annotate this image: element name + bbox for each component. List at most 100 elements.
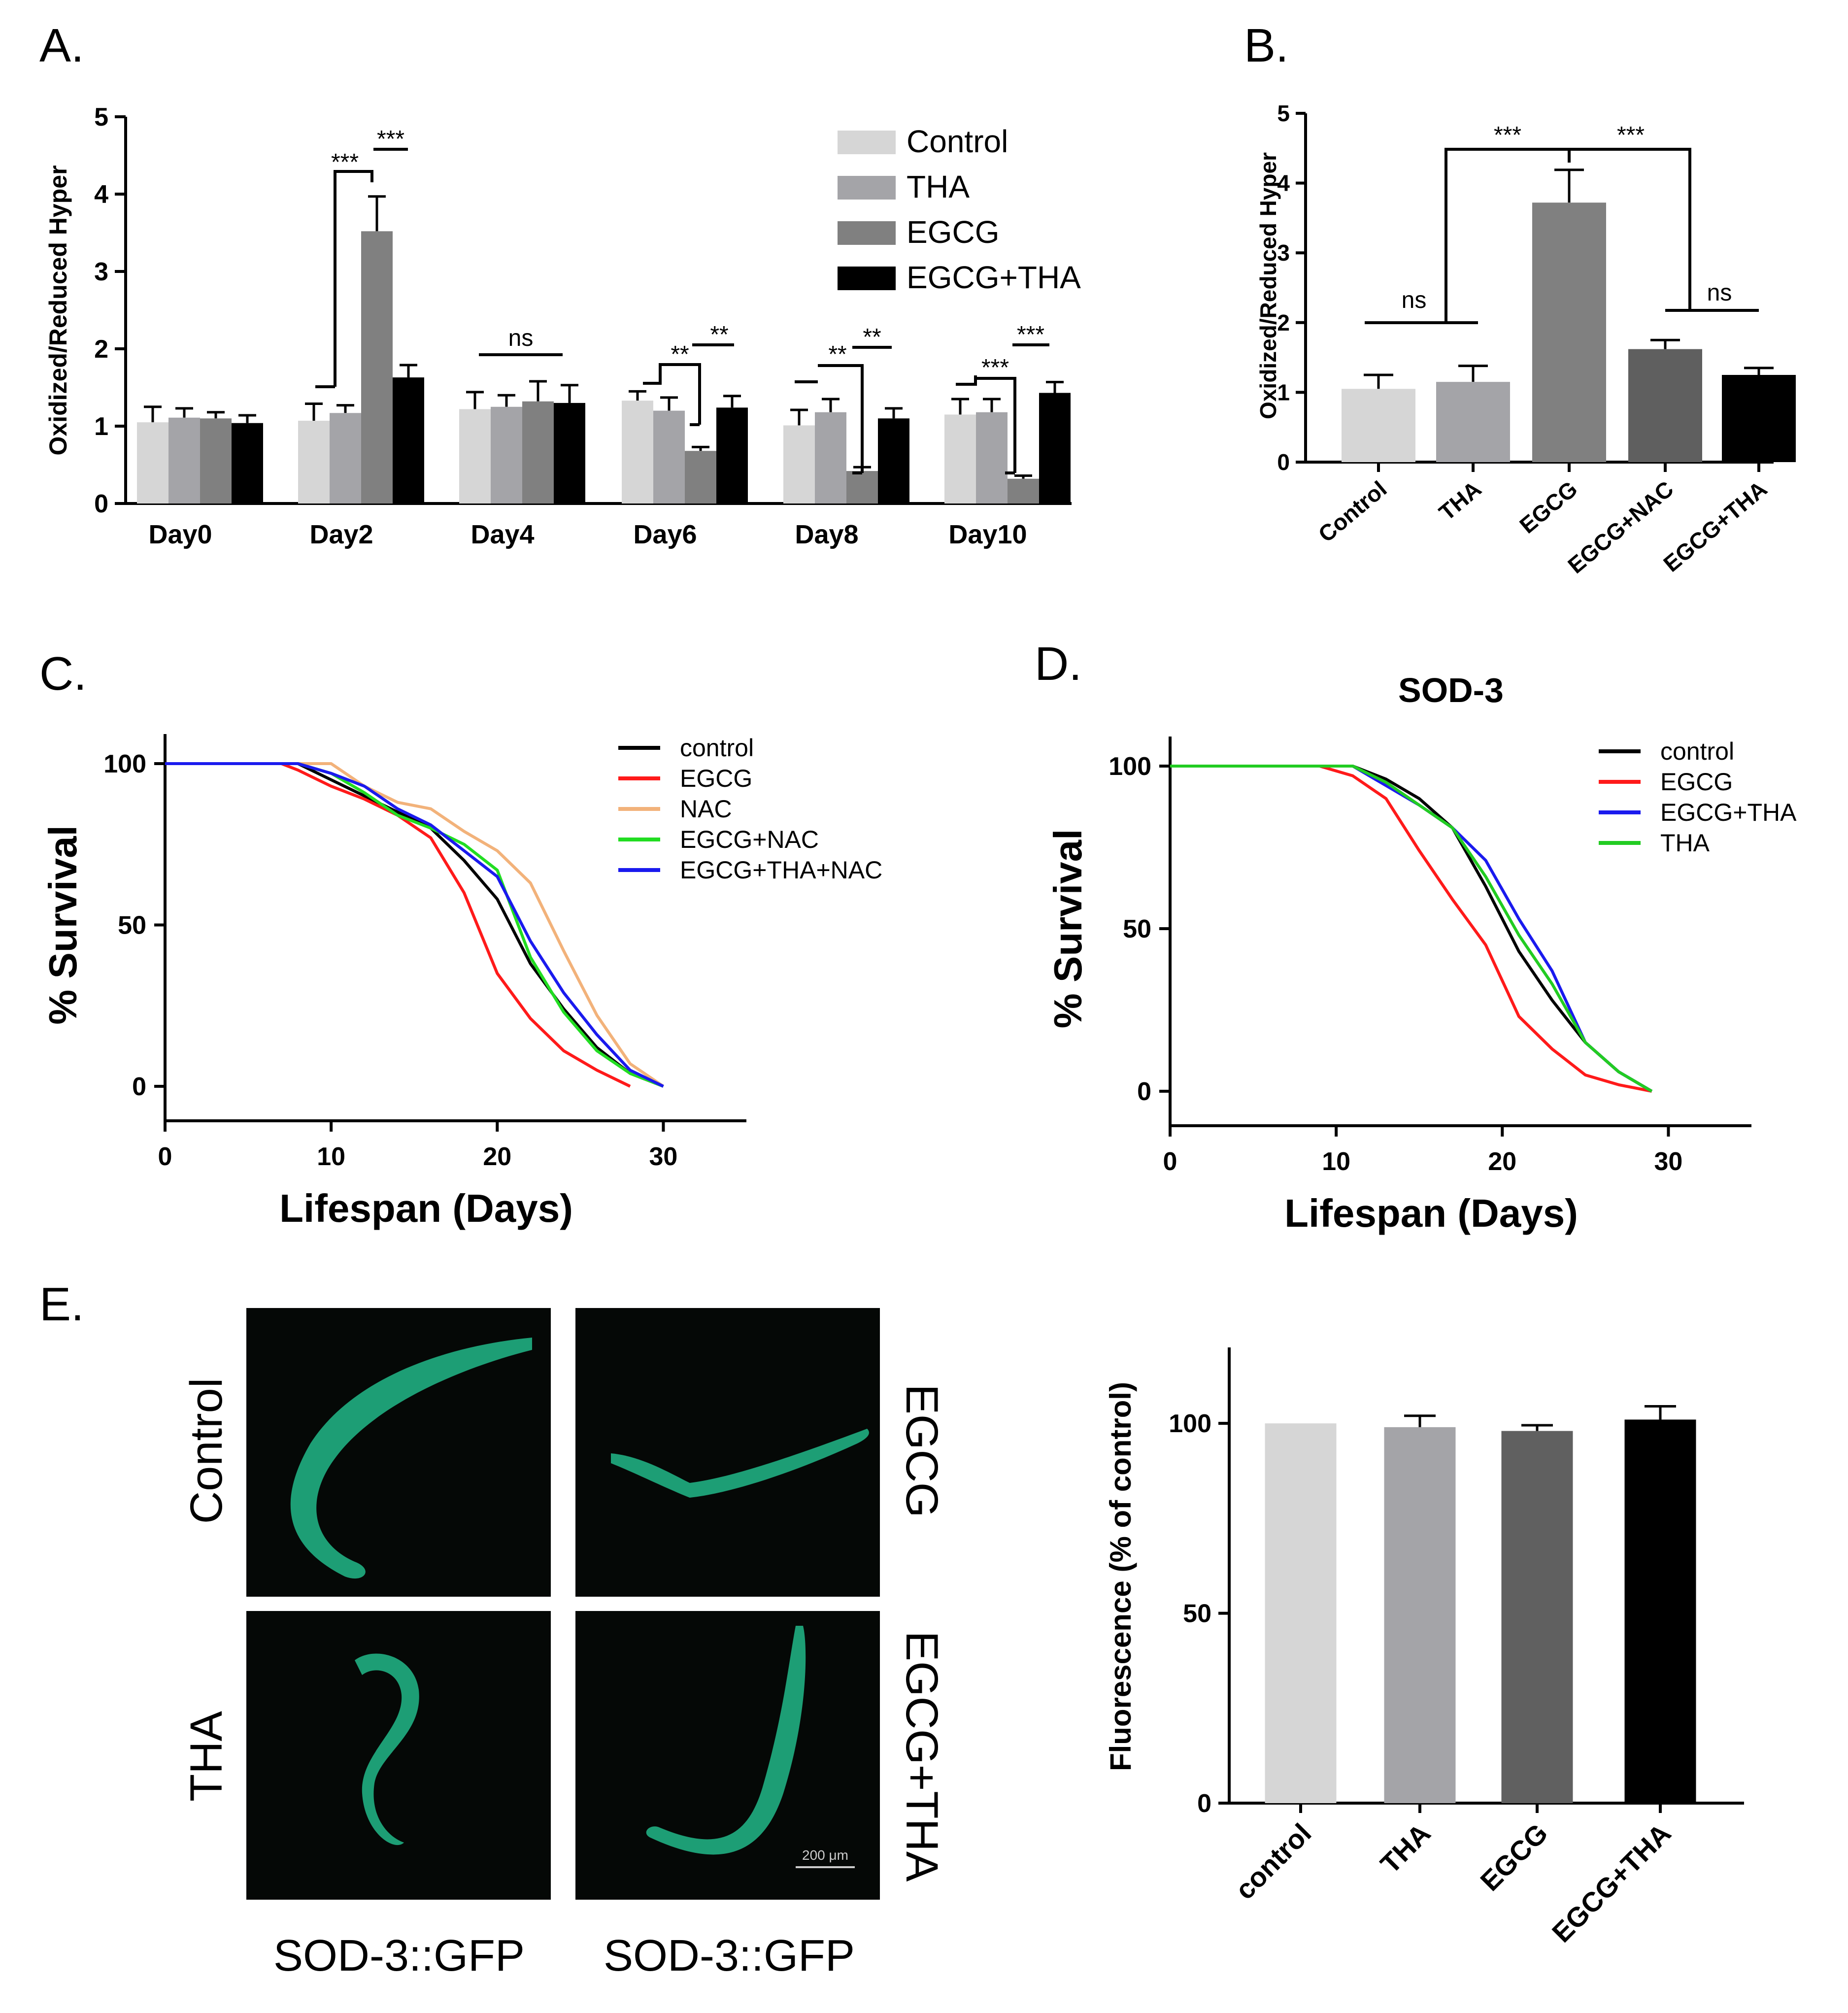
a-bar [200, 418, 232, 503]
a-y-tick-label: 1 [94, 412, 108, 441]
a-sig-label: *** [377, 126, 404, 152]
d-x-tick-label: 10 [1322, 1147, 1350, 1176]
b-y-tick-label: 5 [1277, 101, 1290, 126]
b-y-tick-label: 2 [1277, 310, 1290, 336]
micrograph-label-egcg-tha: EGCG+THA [897, 1631, 947, 1882]
a-bar [330, 413, 361, 503]
d-x-tick-label: 0 [1163, 1147, 1177, 1176]
a-sig-label: *** [1017, 322, 1044, 348]
c-x-tick-label: 20 [483, 1142, 511, 1171]
e-bar [1501, 1431, 1573, 1803]
b-x-tick-label: EGCG+THA [1658, 476, 1772, 577]
e-bar [1265, 1423, 1337, 1803]
a-bar [491, 406, 522, 503]
a-y-tick-label: 5 [94, 103, 108, 132]
a-legend-swatch [838, 131, 896, 154]
b-x-tick-label: EGCG [1514, 476, 1582, 538]
e-x-tick-label: EGCG [1474, 1817, 1553, 1897]
b-bar [1342, 389, 1415, 462]
panel-label-e: E. [39, 1278, 84, 1331]
e-x-tick-label: control [1229, 1817, 1317, 1906]
a-sig-bracket [956, 375, 1016, 474]
a-sig-bracket [643, 363, 701, 426]
a-y-label: Oxidized/Reduced Hyper [44, 165, 72, 455]
b-sig-label: ns [1707, 280, 1732, 306]
worm-tha [355, 1653, 419, 1845]
a-sig-label: ** [828, 341, 846, 368]
c-series-line [165, 762, 665, 1088]
c-legend-label: EGCG+NAC [680, 826, 819, 853]
a-sig-bracket [315, 170, 373, 388]
a-bar [685, 451, 716, 503]
b-sig-label: *** [1494, 122, 1521, 148]
c-x-tick-label: 0 [158, 1142, 172, 1171]
d-y-tick-label: 100 [1109, 752, 1151, 781]
b-y-tick-label: 1 [1277, 379, 1290, 405]
c-series-line [165, 762, 664, 1088]
e-x-tick-label: THA [1375, 1817, 1437, 1879]
a-sig-label: ns [508, 325, 534, 351]
a-legend-label: EGCG+THA [907, 260, 1081, 295]
micrograph-grid: 200 μm Control EGCG THA EGCG+THA SOD-3::… [181, 1308, 947, 1980]
c-legend-label: EGCG+THA+NAC [680, 856, 882, 884]
panel-label-a: A. [39, 19, 84, 72]
e-y-tick-label: 100 [1169, 1409, 1211, 1438]
a-sig-label: ** [671, 341, 689, 368]
a-x-tick-label: Day6 [633, 520, 697, 549]
a-sig-label: *** [331, 149, 359, 175]
c-x-tick-label: 30 [649, 1142, 678, 1171]
a-bar [168, 417, 200, 503]
c-x-label: Lifespan (Days) [279, 1186, 573, 1230]
a-legend-label: Control [907, 124, 1008, 159]
a-x-tick-label: Day2 [309, 520, 373, 549]
a-bar [1039, 393, 1071, 503]
d-title: SOD-3 [1398, 671, 1504, 709]
a-bar [815, 412, 846, 503]
b-sig-bracket [1445, 148, 1571, 323]
d-y-tick-label: 0 [1137, 1077, 1151, 1106]
a-sig-label: *** [981, 355, 1009, 381]
d-series-line [1170, 765, 1653, 1093]
e-x-tick-label: EGCG+THA [1546, 1817, 1677, 1948]
a-legend-label: THA [907, 169, 970, 204]
caption-right: SOD-3::GFP [604, 1931, 855, 1980]
a-bar [622, 401, 653, 503]
chart-a: 0 1 2 3 4 5 Oxidized/Reduced Hyper Day0 Day2 Day4… [44, 103, 1081, 549]
c-y-tick-label: 50 [118, 911, 146, 940]
d-series-line [1170, 765, 1652, 1093]
chart-d: 0 50 100 0 10 20 30 Lifespan (Days) % Survival SO… [1046, 671, 1797, 1235]
d-legend-label: control [1660, 738, 1734, 765]
worm-control [290, 1338, 532, 1579]
b-sig-label: *** [1617, 122, 1645, 148]
b-y-tick-label: 0 [1277, 449, 1290, 475]
panel-label-d: D. [1035, 637, 1082, 690]
d-legend-label: THA [1660, 829, 1710, 857]
b-y-tick-label: 4 [1277, 170, 1290, 196]
b-bar [1436, 382, 1510, 462]
b-x-tick-label: EGCG+NAC [1563, 476, 1678, 578]
c-legend-label: EGCG [680, 765, 752, 792]
micrograph-label-control: Control [181, 1378, 232, 1524]
a-bar [976, 412, 1008, 503]
d-legend-label: EGCG+THA [1660, 799, 1797, 826]
d-series-line [1170, 765, 1653, 1093]
c-y-tick-label: 100 [103, 750, 146, 778]
a-bar [554, 403, 585, 503]
c-legend-label: control [680, 734, 754, 762]
a-bar [783, 425, 815, 503]
micrograph-label-egcg: EGCG [897, 1384, 947, 1518]
a-x-tick-label: Day0 [148, 520, 212, 549]
d-y-label: % Survival [1046, 829, 1090, 1029]
a-y-tick-label: 2 [94, 335, 108, 364]
panel-label-b: B. [1244, 19, 1289, 72]
a-sig-label: ** [710, 322, 728, 348]
c-legend-label: NAC [680, 795, 732, 823]
a-legend-label: EGCG [907, 214, 999, 250]
a-y-tick-label: 3 [94, 258, 108, 286]
a-bar [1008, 478, 1039, 503]
a-y-tick-label: 4 [94, 180, 108, 209]
b-bar [1628, 349, 1702, 462]
a-bar [232, 423, 263, 503]
micrograph-label-tha: THA [181, 1711, 232, 1802]
e-y-tick-label: 0 [1197, 1789, 1211, 1818]
